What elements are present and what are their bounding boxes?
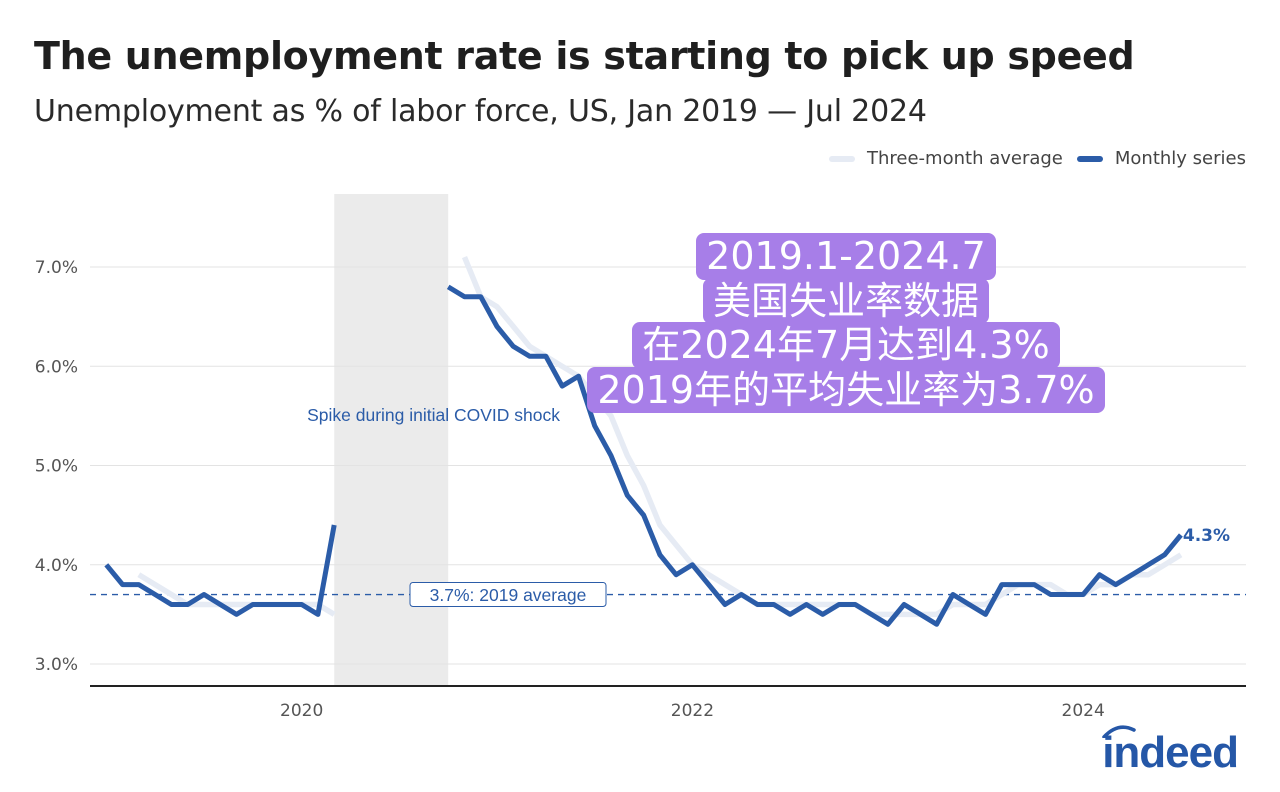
- y-tick-label: 5.0%: [35, 457, 78, 477]
- legend-swatch-monthly: [1076, 155, 1103, 162]
- three-month-average-line: [461, 256, 1183, 618]
- annotation-overlay: 2019.1-2024.7 美国失业率数据 在2024年7月达到4.3% 201…: [446, 233, 1246, 414]
- overlay-line-3: 在2024年7月达到4.3%: [632, 322, 1060, 369]
- logo-text: indeed: [1102, 728, 1239, 777]
- end-value-label: 4.3%: [1183, 526, 1230, 546]
- logo-arc-icon: [1102, 725, 1136, 738]
- x-tick-label: 2024: [1062, 701, 1105, 721]
- y-tick-label: 6.0%: [35, 357, 78, 377]
- y-tick-label: 4.0%: [35, 556, 78, 576]
- chart-title: The unemployment rate is starting to pic…: [34, 34, 1135, 78]
- overlay-line-4: 2019年的平均失业率为3.7%: [587, 366, 1105, 414]
- legend-item-monthly: Monthly series: [1076, 148, 1246, 169]
- legend-swatch-average: [829, 155, 855, 162]
- covid-shaded-region: [334, 194, 449, 686]
- indeed-logo: indeed: [1102, 725, 1239, 778]
- reference-line-label: 3.7%: 2019 average: [430, 585, 587, 605]
- overlay-line-2: 美国失业率数据: [702, 277, 989, 325]
- x-tick-label: 2022: [671, 701, 714, 721]
- chart-subtitle: Unemployment as % of labor force, US, Ja…: [34, 94, 927, 129]
- reference-label-box: [409, 582, 607, 608]
- monthly-series-line: [104, 524, 337, 617]
- x-tick-label: 2020: [280, 701, 323, 721]
- overlay-line-1: 2019.1-2024.7: [696, 233, 996, 280]
- monthly-series-line: [446, 284, 1183, 627]
- legend-label-average: Three-month average: [867, 148, 1063, 169]
- chart-legend: Three-month average Monthly series: [829, 148, 1246, 169]
- covid-region-label: Spike during initial COVID shock: [307, 405, 560, 425]
- y-tick-label: 7.0%: [35, 258, 78, 278]
- y-tick-label: 3.0%: [35, 655, 78, 675]
- legend-item-average: Three-month average: [829, 148, 1063, 169]
- legend-label-monthly: Monthly series: [1114, 148, 1246, 169]
